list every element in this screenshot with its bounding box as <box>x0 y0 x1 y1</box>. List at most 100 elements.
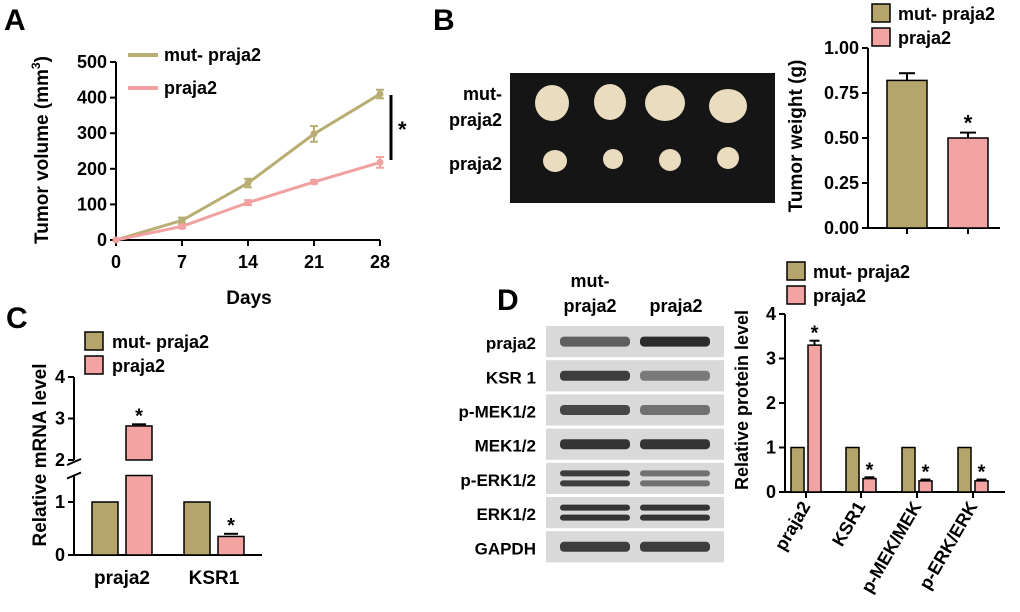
panel-a-y-axis-label: Tumor volume (mm3) <box>29 56 53 244</box>
panel-a-y-tick-label: 300 <box>77 123 107 143</box>
panel-a-marks <box>112 88 384 244</box>
blot-band <box>640 439 710 450</box>
panel-a-data-point <box>244 179 252 187</box>
panel-c-axis-break-mark <box>66 458 82 466</box>
tumor-small <box>543 150 567 172</box>
panel-c-legend-label-mut: mut- praja2 <box>112 332 209 352</box>
panel-d-significance-star: * <box>811 323 819 345</box>
panel-a-x-tick-label: 28 <box>370 252 390 272</box>
panel-d-legend-swatch-mut <box>786 261 806 281</box>
tumor-small <box>603 149 623 169</box>
panel-c-y-axis-label: Relative mRNA level <box>30 363 51 546</box>
panel-a-y-tick-label: 0 <box>97 230 107 250</box>
blot-row-background <box>546 497 724 529</box>
tumor-large <box>645 85 685 121</box>
panel-d-bar-mut <box>957 446 972 493</box>
panel-d-y-tick-label: 2 <box>766 393 776 413</box>
panel-b-y-tick-label: 1.00 <box>824 38 859 58</box>
blot-rows: praja2 KSR 1 p-MEK1/2 MEK1/2 p-ERK1/2 ERK1/2 G… <box>459 326 724 563</box>
blot-band <box>640 470 710 477</box>
blot-row-label: GAPDH <box>475 539 536 558</box>
panel-a-y-tick-label: 100 <box>77 194 107 214</box>
panel-d-y-tick-label: 3 <box>766 349 776 369</box>
panel-d-bar-mut <box>790 446 805 493</box>
blot-row-label: praja2 <box>486 334 536 353</box>
panel-a-y-tick-label: 500 <box>77 52 107 72</box>
panel-b-y-tick-label: 0.00 <box>824 218 859 238</box>
blot-band <box>560 514 630 521</box>
panel-label-c: C <box>6 302 28 335</box>
blot-band <box>640 405 710 415</box>
blot-band <box>640 541 710 552</box>
panel-c-legend-label-wt: praja2 <box>112 356 165 376</box>
blot-column-label-mut-2: praja2 <box>563 296 616 316</box>
blot-row-label: KSR 1 <box>486 368 536 387</box>
panel-a-x-tick-label: 0 <box>111 252 121 272</box>
panel-label-d: D <box>497 284 519 317</box>
blot-band <box>560 541 630 552</box>
panel-d-y-tick-label: 0 <box>766 482 776 502</box>
blot-band <box>640 504 710 511</box>
panel-a-data-point <box>376 158 384 166</box>
panel-label-b: B <box>433 4 455 37</box>
panel-a-y-axis-label-sup: 3 <box>29 62 43 69</box>
panel-b-legend-label-mut: mut- praja2 <box>898 4 995 24</box>
panel-b-legend-swatch-wt <box>871 27 891 47</box>
panel-c-significance-star: * <box>135 405 143 427</box>
tumor-small <box>717 147 739 169</box>
photo-row-label-wt: praja2 <box>449 154 502 174</box>
panel-c-y-tick-label: 3 <box>55 409 65 429</box>
panel-d-y-axis-label: Relative protein level <box>732 310 752 490</box>
panel-a-y-tick-label: 400 <box>77 88 107 108</box>
tumor-photo-tumors <box>535 84 747 172</box>
panel-b-axes: 0.00 0.25 0.50 0.75 1.00 <box>824 38 1000 238</box>
panel-d-y-tick-label: 4 <box>766 304 776 324</box>
blot-band <box>640 480 710 487</box>
panel-d-legend-label-wt: praja2 <box>813 286 866 306</box>
panel-d-legend-label-mut: mut- praja2 <box>813 262 910 282</box>
panel-d-x-tick-label: p-ERK/ERK <box>915 498 981 593</box>
photo-row-label-mut-2: praja2 <box>449 110 502 130</box>
panel-label-a: A <box>4 4 26 37</box>
panel-a-data-point <box>178 216 186 224</box>
panel-a-y-axis-label-close: ) <box>32 56 53 62</box>
panel-d-x-tick-label: praja2 <box>771 498 815 554</box>
panel-b-y-tick-label: 0.75 <box>824 83 859 103</box>
panel-a-series-line-mut <box>115 92 381 242</box>
blot-band <box>560 336 630 347</box>
panel-d-y-tick-label: 1 <box>766 438 776 458</box>
panel-d-significance-star: * <box>922 462 930 484</box>
panel-a-data-point <box>310 130 318 138</box>
blot-band <box>560 405 630 415</box>
tumor-small <box>659 149 681 171</box>
panel-a-significance-star: * <box>398 117 407 142</box>
panel-a-data-point <box>310 178 318 186</box>
panel-c-axis-break-mark <box>66 471 82 480</box>
panel-c-bar-chart: 0 1 2 3 4 * praja2 * KSR1 Relative mRNA level m… <box>30 331 262 589</box>
panel-b-y-axis-label: Tumor weight (g) <box>786 60 807 213</box>
panel-c-legend-swatch-mut <box>84 331 104 351</box>
panel-d-legend-swatch-wt <box>786 285 806 305</box>
blot-row-label: MEK1/2 <box>475 437 536 456</box>
panel-b-y-tick-label: 0.50 <box>824 128 859 148</box>
blot-column-label-wt: praja2 <box>649 296 702 316</box>
blot-row-background <box>546 462 724 494</box>
blot-band <box>560 370 630 381</box>
blot-row-label: p-MEK1/2 <box>459 403 536 422</box>
blot-row-label: ERK1/2 <box>476 505 536 524</box>
panel-c-bar-wt-upper <box>125 425 153 461</box>
tumor-large <box>535 85 569 121</box>
panel-c-marks: * praja2 * KSR1 <box>91 405 245 589</box>
panel-c-x-tick-label: KSR1 <box>189 568 240 589</box>
panel-c-bar-wt-lower <box>125 474 153 556</box>
panel-d-x-tick-label: KSR1 <box>828 498 869 550</box>
blot-band <box>640 370 710 381</box>
western-blot: mut- praja2 praja2 praja2 KSR 1 p-MEK1/2 ME… <box>459 271 724 563</box>
panel-c-y-tick-label: 2 <box>55 450 65 470</box>
photo-row-label-mut-1: mut- <box>463 84 502 104</box>
panel-b-bar-mut <box>886 79 928 229</box>
panel-a-data-point <box>112 236 120 244</box>
panel-b-y-tick-label: 0.25 <box>824 173 859 193</box>
panel-c-bar-mut <box>91 501 119 556</box>
